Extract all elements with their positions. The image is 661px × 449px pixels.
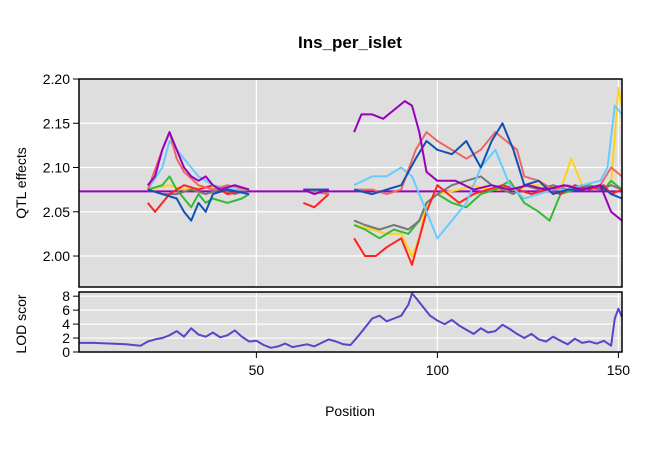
x-tick-label: 50 [249, 362, 265, 378]
effects-series-line [147, 188, 250, 222]
effects-series-line [147, 131, 250, 191]
x-axis-label: Position [325, 403, 375, 419]
effects-y-tick-label: 2.05 [43, 204, 70, 220]
effects-plot-frame [78, 78, 623, 288]
lod-y-tick-label: 6 [62, 302, 70, 318]
effects-y-tick-label: 2.10 [43, 160, 70, 176]
effects-series-line [147, 175, 250, 209]
lod-y-tick-label: 8 [62, 288, 70, 304]
effects-series-group [79, 86, 623, 266]
chart-title: Ins_per_islet [298, 33, 402, 52]
effects-series-line [353, 104, 623, 240]
lod-y-tick-label: 2 [62, 330, 70, 346]
effects-series-line [353, 122, 623, 200]
lod-y-axis-label: LOD scor [13, 294, 29, 353]
effects-panel: 2.00 2.05 2.10 2.15 2.20 QTL effects [13, 71, 623, 288]
effects-series-line [353, 100, 623, 222]
effects-y-axis: 2.00 2.05 2.10 2.15 2.20 [43, 71, 79, 264]
effects-series-line [303, 188, 330, 196]
x-tick-label: 100 [426, 362, 450, 378]
effects-y-axis-label: QTL effects [13, 147, 29, 219]
lod-series-line [79, 292, 623, 349]
x-axis: 50 100 150 [249, 352, 631, 378]
effects-y-tick-label: 2.20 [43, 71, 70, 87]
effects-y-tick-label: 2.15 [43, 115, 70, 131]
lod-y-tick-label: 0 [62, 344, 70, 360]
lod-series-group [79, 292, 623, 349]
effects-y-tick-label: 2.00 [43, 248, 70, 264]
lod-plot-background [79, 292, 622, 352]
lod-plot-frame [78, 291, 623, 353]
x-tick-label: 150 [607, 362, 631, 378]
lod-y-tick-label: 4 [62, 316, 70, 332]
effects-series-line [303, 193, 330, 209]
effects-series-line [146, 140, 250, 191]
effects-gridlines [79, 78, 622, 287]
